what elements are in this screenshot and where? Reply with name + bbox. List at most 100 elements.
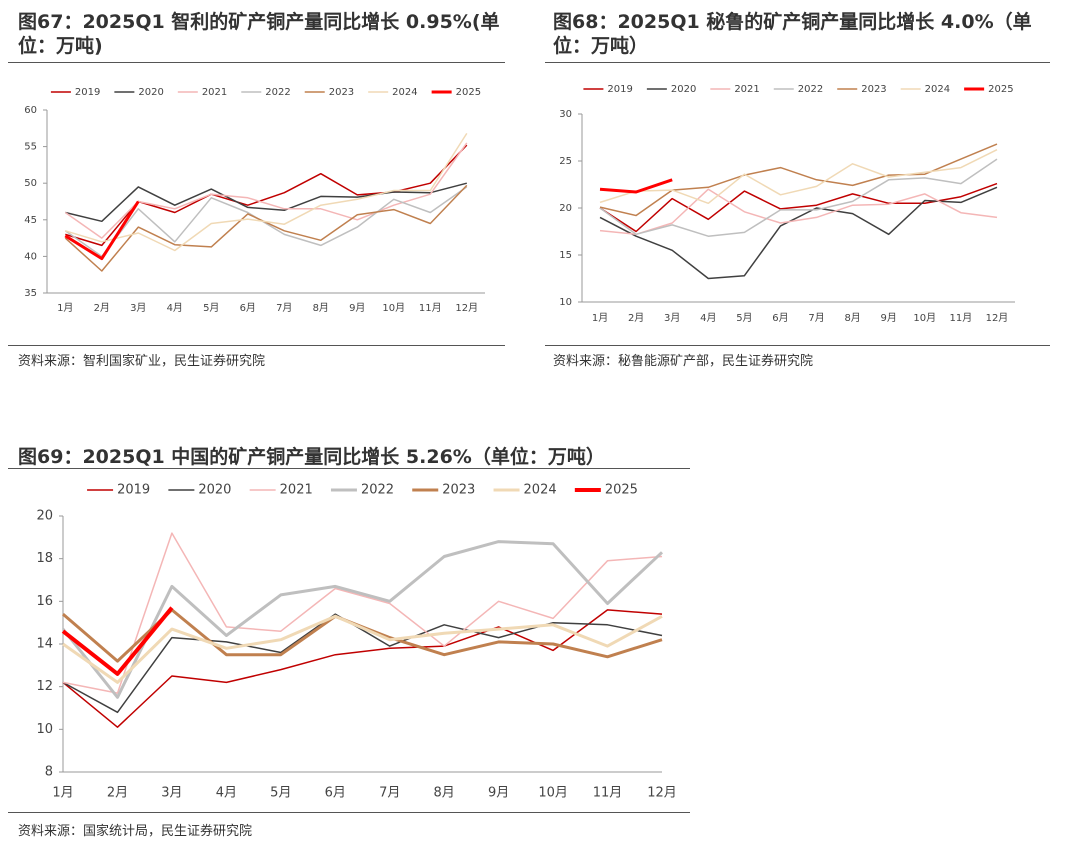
source-rule [8,812,690,813]
x-tick-label: 11月 [950,312,973,324]
y-tick-label: 20 [559,203,572,214]
x-tick-label: 1月 [52,786,73,801]
source-rule [8,345,505,346]
series-line [599,186,998,280]
series-line [62,609,663,728]
source-note: 资料来源：智利国家矿业，民生证券研究院 [18,354,266,369]
x-tick-label: 2月 [107,786,128,801]
y-tick-label: 50 [24,178,37,189]
source-rule [545,345,1050,346]
legend-label: 2024 [524,483,557,498]
legend-label: 2022 [798,84,823,95]
legend-label: 2022 [361,483,394,498]
x-tick-label: 9月 [349,302,365,314]
series-line [64,200,140,261]
legend-label: 2021 [734,84,759,95]
line-chart: 35 40 45 50 55 60 1月 2月 3月 4月 5月 6月 7月 8月 9月 10月 11月 12月 2… [24,87,485,314]
series-line [61,540,664,699]
y-tick-label: 10 [559,297,572,308]
legend-label: 2025 [456,87,481,98]
legend-label: 2022 [265,87,290,98]
legend-label: 2020 [138,87,163,98]
series-line [65,182,467,223]
y-tick-label: 14 [36,637,53,652]
x-tick-label: 3月 [130,302,146,314]
series-line [65,132,468,252]
series-line [599,178,673,194]
x-tick-label: 2月 [628,312,644,324]
x-tick-label: 10月 [382,302,405,314]
series-line [65,144,468,247]
legend-label: 2020 [671,84,696,95]
figure-title: 图68：2025Q1 秘鲁的矿产铜产量同比增长 4.0%（单位：万吨） [553,11,1032,57]
y-tick-label: 25 [559,156,572,167]
x-tick-label: 8月 [844,312,860,324]
x-tick-label: 7月 [276,302,292,314]
series-line [62,613,663,714]
x-tick-label: 12月 [986,312,1009,324]
series-line [61,606,174,676]
x-tick-label: 7月 [808,312,824,324]
title-rule [8,62,505,63]
x-tick-label: 8月 [313,302,329,314]
series-line [62,614,663,684]
series-line [64,186,468,258]
series-line [62,532,663,694]
y-tick-label: 16 [36,594,53,609]
y-tick-label: 15 [559,250,572,261]
x-tick-label: 7月 [379,786,400,801]
legend-label: 2023 [861,84,886,95]
y-tick-label: 40 [24,251,37,262]
x-tick-label: 2月 [94,302,110,314]
y-tick-label: 8 [45,765,53,780]
source-note: 资料来源：秘鲁能源矿产部，民生证券研究院 [553,354,814,369]
y-tick-label: 10 [36,722,53,737]
x-tick-label: 3月 [664,312,680,324]
title-rule [8,468,690,469]
legend-label: 2025 [988,84,1013,95]
y-tick-label: 18 [36,551,53,566]
legend-label: 2019 [117,483,150,498]
x-tick-label: 4月 [167,302,183,314]
legend-label: 2019 [75,87,100,98]
series-line [64,142,468,239]
legend-label: 2023 [442,483,475,498]
x-tick-label: 3月 [161,786,182,801]
series-line [599,188,998,236]
legend-label: 2024 [925,84,950,95]
x-tick-label: 1月 [592,312,608,324]
legend: 2019 2020 2021 2022 2023 2024 2025 [50,87,481,98]
source-note: 资料来源：国家统计局，民生证券研究院 [18,824,253,839]
title-rule [545,62,1050,63]
x-tick-label: 10月 [538,786,568,801]
x-tick-label: 8月 [434,786,455,801]
y-tick-label: 20 [36,509,53,524]
series-line [599,158,998,237]
x-tick-label: 9月 [881,312,897,324]
legend-label: 2019 [607,84,632,95]
x-tick-label: 5月 [270,786,291,801]
x-tick-label: 9月 [488,786,509,801]
legend: 2019 2020 2021 2022 2023 2024 2025 [87,483,638,498]
legend-label: 2023 [329,87,354,98]
y-tick-label: 12 [36,679,53,694]
legend: 2019 2020 2021 2022 2023 2024 2025 [583,84,1014,95]
x-tick-label: 12月 [647,786,677,801]
y-tick-label: 45 [24,215,37,226]
series-line [599,182,998,233]
x-tick-label: 12月 [455,302,478,314]
x-tick-label: 4月 [216,786,237,801]
x-tick-label: 6月 [240,302,256,314]
legend-label: 2021 [202,87,227,98]
series-line [599,149,998,205]
y-tick-label: 60 [24,105,37,116]
x-tick-label: 4月 [700,312,716,324]
x-tick-label: 11月 [419,302,442,314]
y-tick-label: 35 [24,288,37,299]
legend-label: 2025 [605,483,638,498]
x-tick-label: 10月 [913,312,936,324]
x-tick-label: 1月 [57,302,73,314]
